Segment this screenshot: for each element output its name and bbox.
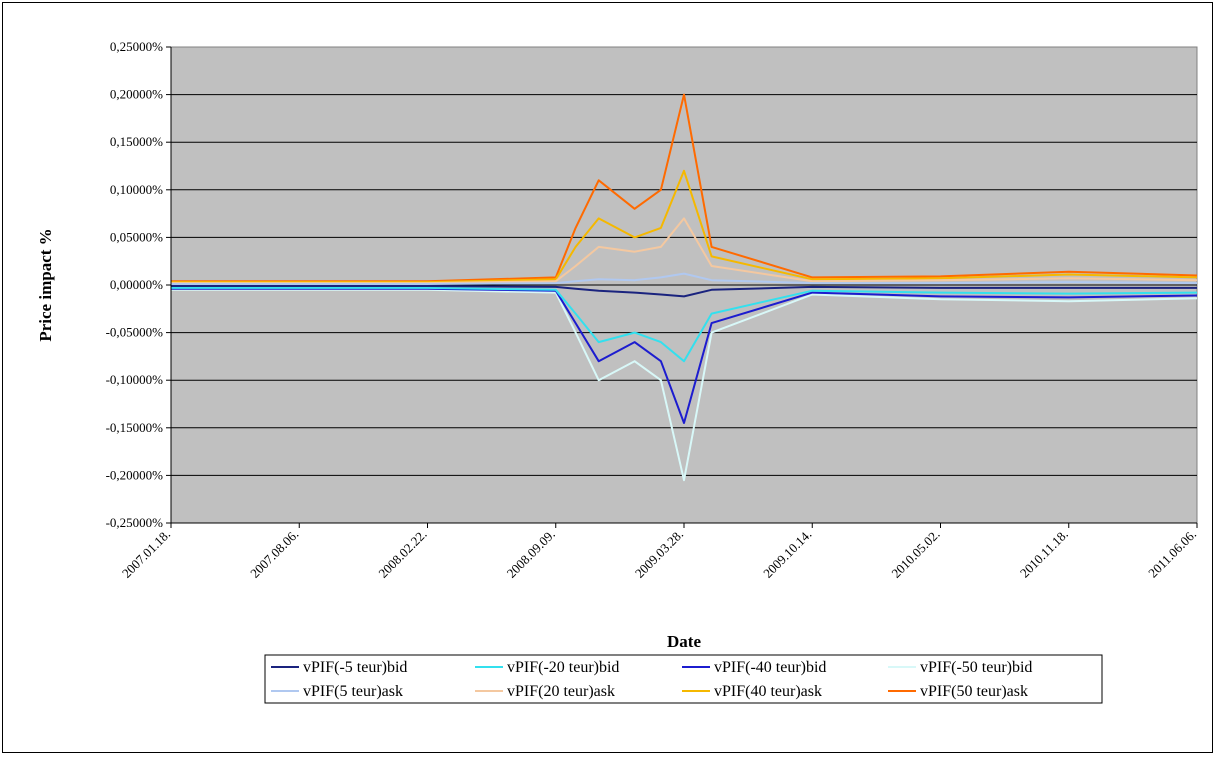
legend-label: vPIF(5 teur)ask (303, 683, 403, 700)
y-tick-label: 0,25000% (110, 39, 163, 54)
x-tick-label: 2008.09.09. (504, 527, 558, 581)
y-axis-title: Price impact % (36, 228, 55, 341)
legend-label: vPIF(50 teur)ask (920, 683, 1028, 700)
legend-label: vPIF(-5 teur)bid (303, 659, 407, 676)
legend-box (264, 654, 1103, 704)
y-tick-label: 0,05000% (110, 229, 163, 244)
legend: vPIF(-5 teur)bid vPIF(-20 teur)bid vPIF(-4… (264, 654, 1103, 704)
x-tick-label: 2010.05.02. (888, 527, 942, 581)
x-tick-label: 2007.01.18. (119, 527, 173, 581)
y-tick-label: -0,10000% (106, 372, 164, 387)
y-tick-label: 0,20000% (110, 87, 163, 102)
y-tick-label: 0,00000% (110, 277, 163, 292)
y-tick-label: -0,15000% (106, 420, 164, 435)
series-line (171, 169, 1198, 284)
series-line (171, 93, 1198, 283)
series-line (171, 217, 1198, 285)
series-line (171, 288, 1198, 482)
legend-label: vPIF(40 teur)ask (714, 683, 822, 700)
x-tick-label: 2009.10.14. (760, 527, 814, 581)
x-tick-label: 2008.02.22. (375, 527, 429, 581)
x-tick-label: 2010.11.18. (1017, 527, 1071, 581)
series-line (171, 272, 1198, 285)
x-tick-labels: 2007.01.18. 2007.08.06. 2008.02.22. 2008.09… (119, 523, 1199, 581)
legend-label: vPIF(-50 teur)bid (920, 659, 1032, 676)
y-tick-label: -0,20000% (106, 467, 164, 482)
x-axis-title: Date (667, 632, 701, 651)
series-line (171, 285, 1197, 298)
y-tick-label: -0,05000% (106, 325, 164, 340)
legend-label: vPIF(20 teur)ask (507, 683, 615, 700)
legend-label: vPIF(-20 teur)bid (507, 659, 619, 676)
price-impact-chart: 0,25000% 0,20000% 0,15000% 0,10000% 0,05000%… (36, 39, 1199, 704)
x-tick-label: 2007.08.06. (247, 527, 301, 581)
series-line (171, 286, 1198, 363)
legend-label: vPIF(-40 teur)bid (714, 659, 826, 676)
x-tick-label: 2009.03.28. (632, 527, 686, 581)
y-tick-label: 0,10000% (110, 182, 163, 197)
x-tick-label: 2011.06.06. (1145, 527, 1199, 581)
y-tick-label: 0,15000% (110, 134, 163, 149)
y-tick-label: -0,25000% (106, 515, 164, 530)
series-lines (171, 93, 1198, 482)
y-tick-labels: 0,25000% 0,20000% 0,15000% 0,10000% 0,05000%… (106, 39, 171, 530)
